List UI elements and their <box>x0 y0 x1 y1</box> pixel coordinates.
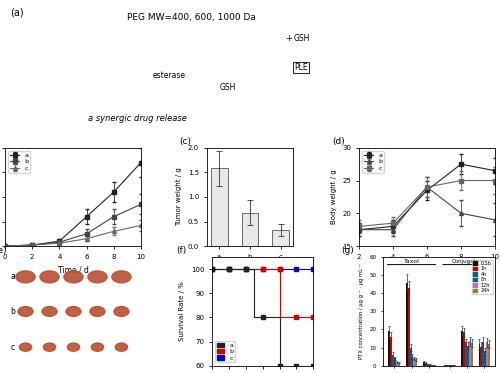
X-axis label: Time / d: Time / d <box>58 265 88 274</box>
Ellipse shape <box>112 271 131 283</box>
Bar <box>412 357 414 366</box>
Text: (a): (a) <box>10 8 24 18</box>
Ellipse shape <box>115 343 128 351</box>
Bar <box>467 346 469 366</box>
Ellipse shape <box>90 307 105 316</box>
Text: (g): (g) <box>341 246 354 255</box>
Bar <box>242 213 258 246</box>
Bar <box>432 365 434 366</box>
Bar <box>486 342 488 366</box>
Bar <box>410 348 412 366</box>
Bar <box>465 342 467 366</box>
Ellipse shape <box>40 271 59 283</box>
Bar <box>408 288 410 366</box>
Ellipse shape <box>92 343 104 351</box>
Bar <box>482 342 484 366</box>
Bar <box>461 331 463 366</box>
Text: c: c <box>10 343 14 352</box>
Bar <box>478 344 480 366</box>
Legend: a, b, c: a, b, c <box>362 151 384 173</box>
Bar <box>398 363 400 366</box>
Bar <box>488 344 490 366</box>
Bar <box>210 169 228 246</box>
Bar <box>429 365 430 366</box>
Bar <box>388 331 390 366</box>
Text: GSH: GSH <box>294 34 310 43</box>
Text: +: + <box>285 34 292 43</box>
Y-axis label: Tumor weight / g: Tumor weight / g <box>176 167 182 226</box>
Legend: a, b, c: a, b, c <box>215 341 236 363</box>
Text: PLE: PLE <box>294 63 308 72</box>
Bar <box>430 365 432 366</box>
Y-axis label: PTX concentration / μg g⁻¹ · μg mL⁻¹: PTX concentration / μg g⁻¹ · μg mL⁻¹ <box>359 264 364 360</box>
Bar <box>444 365 446 366</box>
X-axis label: Time / d: Time / d <box>412 265 442 274</box>
Bar <box>396 362 398 366</box>
Text: GSH: GSH <box>220 83 236 92</box>
Ellipse shape <box>64 271 83 283</box>
Bar <box>470 343 472 366</box>
Ellipse shape <box>114 307 129 316</box>
Legend: 0.5h, 1h, 4h, 8h, 12h, 24h: 0.5h, 1h, 4h, 8h, 12h, 24h <box>472 260 492 294</box>
Text: a synergic drug release: a synergic drug release <box>88 114 186 123</box>
Bar <box>480 347 482 366</box>
Bar <box>484 351 486 366</box>
Ellipse shape <box>20 343 32 351</box>
Bar <box>416 359 417 366</box>
Text: (f): (f) <box>176 246 186 255</box>
Text: (e): (e) <box>0 246 6 255</box>
Ellipse shape <box>42 307 57 316</box>
Bar <box>394 358 396 366</box>
Ellipse shape <box>44 343 56 351</box>
Text: PEG MW=400, 600, 1000 Da: PEG MW=400, 600, 1000 Da <box>127 13 256 22</box>
Ellipse shape <box>66 307 81 316</box>
Ellipse shape <box>16 271 35 283</box>
Ellipse shape <box>88 271 107 283</box>
Bar <box>414 358 416 366</box>
Bar <box>392 355 394 366</box>
Text: (c): (c) <box>179 137 191 146</box>
Bar <box>425 363 427 366</box>
Text: b: b <box>10 307 16 316</box>
Text: (d): (d) <box>332 137 344 146</box>
Bar <box>390 337 392 366</box>
Bar <box>448 365 450 366</box>
Bar <box>463 332 465 366</box>
Ellipse shape <box>68 343 80 351</box>
Text: a: a <box>10 272 15 281</box>
Bar <box>427 364 429 366</box>
Bar <box>406 283 407 366</box>
Bar <box>469 341 470 366</box>
Bar <box>446 365 448 366</box>
Text: Taxol: Taxol <box>404 259 419 264</box>
Text: Conjugates: Conjugates <box>452 259 482 264</box>
Legend: a, b, c: a, b, c <box>8 151 30 173</box>
Y-axis label: Body weight / g: Body weight / g <box>331 170 337 224</box>
Bar <box>423 362 425 366</box>
Bar <box>272 230 289 246</box>
Y-axis label: Survival Rate / %: Survival Rate / % <box>180 282 186 341</box>
Text: esterase: esterase <box>152 71 186 80</box>
Ellipse shape <box>18 307 33 316</box>
